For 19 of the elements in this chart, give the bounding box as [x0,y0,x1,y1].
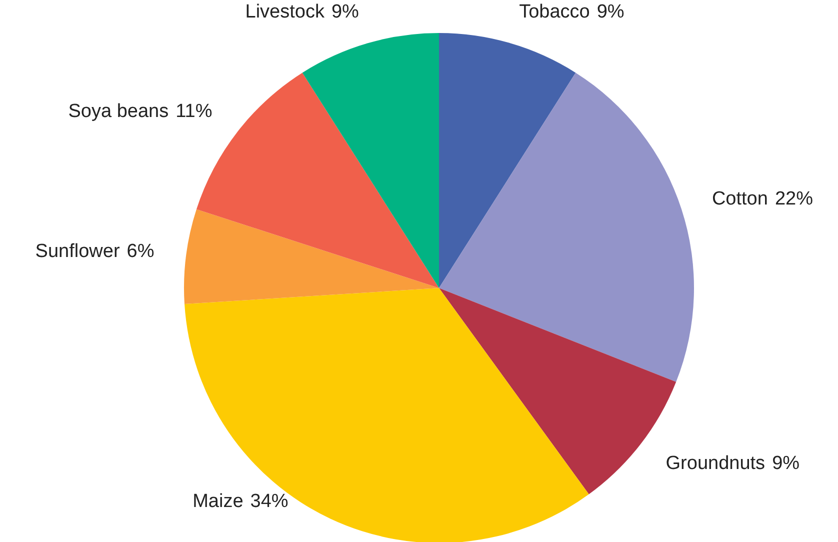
slice-label: Sunflower [35,241,120,262]
pie-slice [184,209,439,304]
pie-slice [439,33,576,288]
slice-label: Soya beans [68,101,169,122]
data-label: 34% [250,491,288,512]
data-label: 6% [126,241,154,262]
slice-label: Livestock [245,1,325,22]
data-label: 9% [772,452,800,474]
slice-label: Cotton [712,188,768,210]
pie-slice [439,72,694,382]
pie-slice [184,288,589,542]
data-label: 9% [331,1,360,22]
slice-label: Maize [192,491,244,512]
slice-label: Groundnuts [666,452,766,474]
pie-slice [302,33,439,288]
data-label: 11% [176,101,212,122]
slice-label: Tobacco [519,1,590,22]
data-label: 9% [596,1,624,22]
data-label: 22% [774,188,814,210]
